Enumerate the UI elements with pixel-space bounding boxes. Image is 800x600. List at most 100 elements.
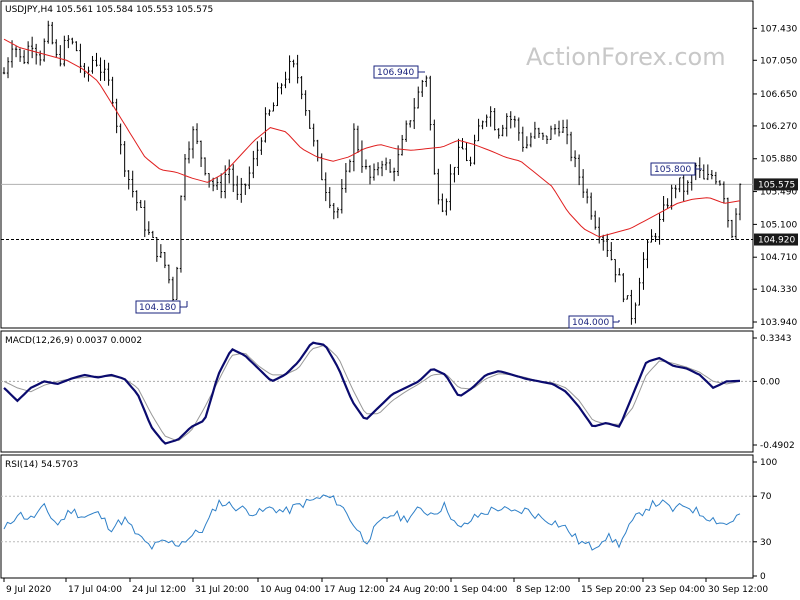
price-annotation: 106.940: [373, 65, 425, 79]
price-tick-label: 107.050: [760, 56, 797, 66]
candle: [421, 79, 424, 97]
candle: [143, 200, 146, 238]
candle: [276, 82, 279, 107]
candle: [618, 268, 621, 276]
candle: [95, 52, 98, 67]
macd-tick-label: 0.3343: [760, 334, 792, 344]
current-price-label: 105.575: [758, 180, 795, 190]
candle: [292, 59, 295, 68]
candle: [537, 127, 541, 138]
candle: [626, 295, 629, 300]
candle: [497, 128, 500, 139]
rsi-path: [3, 494, 741, 551]
candle: [734, 208, 738, 240]
candle: [445, 198, 448, 216]
candle: [256, 141, 259, 167]
candle: [51, 21, 54, 45]
candle: [404, 120, 408, 142]
candle: [606, 233, 609, 257]
time-tick-label: 1 Sep 04:00: [453, 585, 508, 595]
candle: [413, 98, 416, 130]
candle: [553, 124, 557, 135]
candle: [272, 102, 275, 112]
candle: [388, 159, 392, 173]
price-annotation-label: 105.800: [654, 165, 691, 175]
candle: [602, 234, 605, 251]
current-price-tag: [754, 178, 798, 191]
candle: [417, 86, 420, 109]
candle: [400, 134, 404, 156]
price-tick-label: 105.880: [760, 155, 797, 165]
candle: [111, 76, 114, 107]
candle: [449, 164, 452, 211]
price-panel: [0, 0, 754, 329]
macd-tick-label: -0.4902: [760, 441, 795, 451]
candle: [187, 141, 191, 164]
candle: [244, 183, 247, 195]
candle: [34, 43, 38, 65]
candle: [533, 121, 537, 139]
time-tick-label: 8 Sep 12:00: [516, 585, 571, 595]
candle: [505, 113, 508, 137]
candle: [646, 239, 649, 269]
price-tick-label: 106.650: [760, 90, 797, 100]
candle: [332, 202, 335, 220]
candle: [336, 207, 340, 219]
candle: [433, 119, 436, 175]
candle: [47, 20, 50, 44]
candle: [722, 181, 726, 204]
candle: [614, 258, 617, 283]
candle: [380, 160, 384, 177]
candle: [457, 138, 460, 175]
time-tick-label: 24 Jul 12:00: [132, 585, 186, 595]
watermark: ActionForex.com: [526, 43, 726, 71]
candle: [203, 157, 207, 176]
price-tick-label: 107.430: [760, 24, 797, 34]
candle: [268, 109, 271, 116]
candle: [356, 125, 360, 153]
candle: [666, 198, 669, 209]
candle: [175, 266, 179, 301]
candle: [195, 123, 199, 145]
candle: [662, 195, 665, 222]
price-annotations: 104.180 106.940 104.000 105.800: [135, 65, 702, 329]
candle: [183, 154, 187, 201]
candle: [686, 180, 689, 195]
candle: [127, 170, 130, 190]
candle: [622, 273, 625, 303]
rsi-panel: [0, 454, 754, 579]
candle: [163, 252, 167, 269]
rsi-tick-label: 70: [760, 492, 772, 502]
candle: [453, 166, 456, 183]
candle: [658, 213, 661, 245]
price-annotation-label: 104.000: [572, 318, 609, 328]
time-tick-label: 23 Sep 04:00: [645, 585, 705, 595]
candle: [219, 173, 223, 199]
candle: [191, 126, 195, 159]
candle: [131, 170, 134, 198]
candle: [529, 132, 533, 148]
macd-y-axis: 0.3343 0.00 -0.4902: [753, 334, 795, 451]
candle: [702, 164, 706, 180]
candle: [22, 50, 26, 65]
rsi-tick-label: 30: [760, 538, 772, 548]
candle: [610, 242, 613, 261]
candle: [43, 38, 46, 62]
candle: [304, 90, 307, 116]
candle: [280, 83, 283, 95]
candle: [236, 175, 239, 200]
candle: [670, 184, 673, 210]
candle: [240, 177, 243, 203]
candle: [288, 55, 291, 84]
price-annotation-label: 106.940: [377, 68, 414, 78]
candle: [501, 124, 504, 137]
candle: [392, 167, 396, 182]
candle: [308, 110, 311, 129]
time-tick-label: 9 Jul 2020: [6, 585, 51, 595]
candle: [461, 138, 464, 150]
price-tick-label: 104.330: [760, 285, 797, 295]
candle: [215, 177, 219, 191]
candle: [135, 190, 138, 211]
candle: [513, 115, 516, 128]
